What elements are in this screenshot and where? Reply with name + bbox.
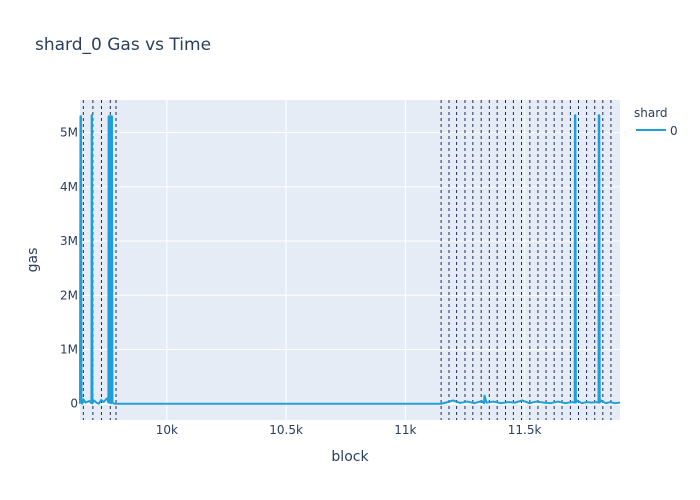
y-tick-label: 0 — [70, 397, 78, 411]
y-tick-label: 3M — [60, 234, 78, 248]
series-line-0[interactable] — [79, 114, 621, 405]
y-tick-label: 1M — [60, 342, 78, 356]
y-tick-label: 5M — [60, 126, 78, 140]
x-tick-labels: 10k 10.5k 11k 11.5k — [156, 423, 542, 437]
y-tick-label: 2M — [60, 288, 78, 302]
plot-area[interactable] — [80, 100, 620, 420]
legend[interactable]: shard 0 — [634, 106, 678, 138]
x-tick-label: 10k — [156, 423, 178, 437]
y-tick-labels: 0 1M 2M 3M 4M 5M — [60, 126, 78, 411]
series-lines — [79, 114, 621, 405]
chart-title: shard_0 Gas vs Time — [35, 35, 211, 55]
x-tick-label: 10.5k — [269, 423, 303, 437]
legend-title: shard — [634, 106, 668, 120]
x-axis-title: block — [331, 449, 369, 465]
y-axis-title: gas — [25, 248, 41, 273]
legend-label-0[interactable]: 0 — [670, 124, 678, 138]
x-tick-label: 11.5k — [508, 423, 542, 437]
y-tick-label: 4M — [60, 180, 78, 194]
x-tick-label: 11k — [394, 423, 416, 437]
